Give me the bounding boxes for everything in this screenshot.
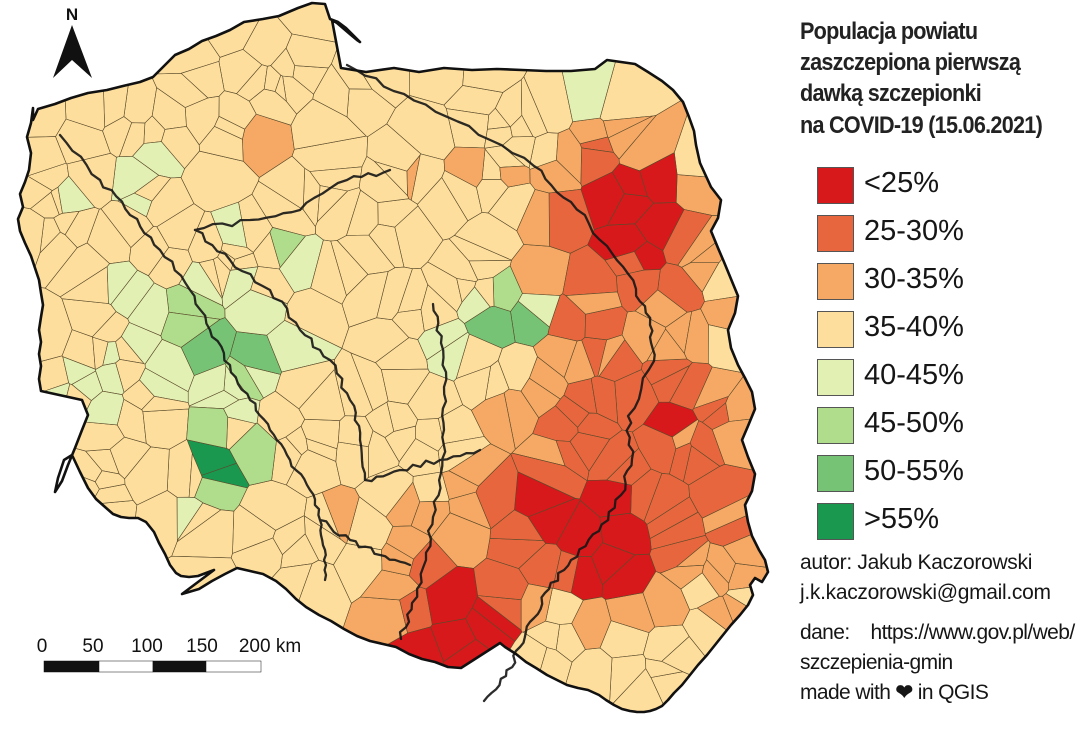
svg-text:200 km: 200 km bbox=[239, 636, 301, 657]
svg-text:150: 150 bbox=[186, 636, 218, 657]
svg-text:N: N bbox=[66, 5, 78, 24]
svg-text:100: 100 bbox=[131, 636, 163, 657]
svg-text:50: 50 bbox=[82, 636, 103, 657]
svg-text:0: 0 bbox=[37, 636, 48, 657]
